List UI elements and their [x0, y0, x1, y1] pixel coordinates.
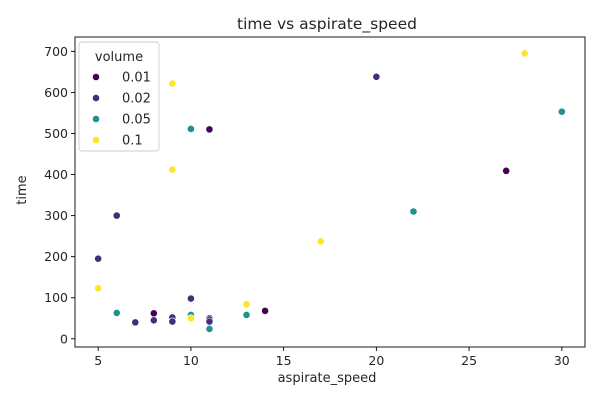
x-axis-ticks: 5 10 15 20 25 30 [94, 347, 570, 368]
data-point [168, 165, 177, 174]
data-point [502, 166, 511, 175]
data-point [205, 325, 214, 333]
data-point [242, 311, 251, 319]
data-point [187, 314, 195, 323]
data-point [168, 317, 177, 326]
legend-marker [92, 73, 100, 81]
legend-marker [92, 136, 100, 144]
x-tick-label: 20 [368, 353, 384, 368]
data-point [94, 254, 103, 263]
legend-box [78, 41, 160, 152]
data-point [261, 306, 269, 315]
data-point [149, 316, 158, 325]
data-point [409, 207, 418, 216]
x-tick-label: 25 [461, 353, 477, 368]
plot-frame [74, 36, 586, 348]
data-point [187, 125, 195, 133]
legend-marker [92, 94, 100, 102]
data-point [168, 79, 177, 88]
y-tick-label: 700 [44, 44, 68, 59]
y-tick-label: 500 [44, 126, 68, 141]
data-point [205, 125, 214, 134]
y-tick-label: 600 [44, 85, 68, 100]
legend-label: 0.1 [122, 134, 143, 149]
data-point [557, 107, 566, 116]
legend-label: 0.01 [122, 71, 151, 86]
y-axis-ticks: 0 100 200 300 400 500 600 700 [44, 44, 75, 346]
data-point [187, 294, 195, 303]
y-tick-label: 100 [44, 290, 68, 305]
x-axis-label: aspirate_speed [278, 371, 377, 386]
x-tick-label: 15 [276, 353, 292, 368]
data-point [94, 284, 103, 293]
legend-marker [92, 115, 100, 123]
x-tick-label: 10 [183, 353, 199, 368]
x-tick-label: 5 [94, 353, 102, 368]
x-tick-label: 30 [554, 353, 570, 368]
data-point [131, 318, 140, 327]
y-tick-label: 200 [44, 249, 68, 264]
y-tick-label: 400 [44, 167, 68, 182]
y-axis-label: time [15, 175, 30, 204]
legend-label: 0.02 [122, 92, 151, 107]
legend-title: volume [95, 50, 143, 65]
data-points [94, 49, 566, 333]
chart-title: time vs aspirate_speed [237, 15, 417, 34]
data-point [316, 237, 325, 246]
y-tick-label: 0 [60, 331, 68, 346]
data-point [205, 317, 214, 326]
data-point [520, 49, 529, 58]
legend-label: 0.05 [122, 113, 151, 128]
data-point [112, 211, 121, 220]
y-tick-label: 300 [44, 208, 68, 223]
legend: volume 0.01 0.02 0.05 0.1 [78, 41, 160, 152]
data-point [372, 72, 381, 81]
data-point [112, 309, 121, 317]
data-point [242, 300, 251, 309]
plot-area [74, 36, 586, 348]
data-point [149, 309, 158, 318]
